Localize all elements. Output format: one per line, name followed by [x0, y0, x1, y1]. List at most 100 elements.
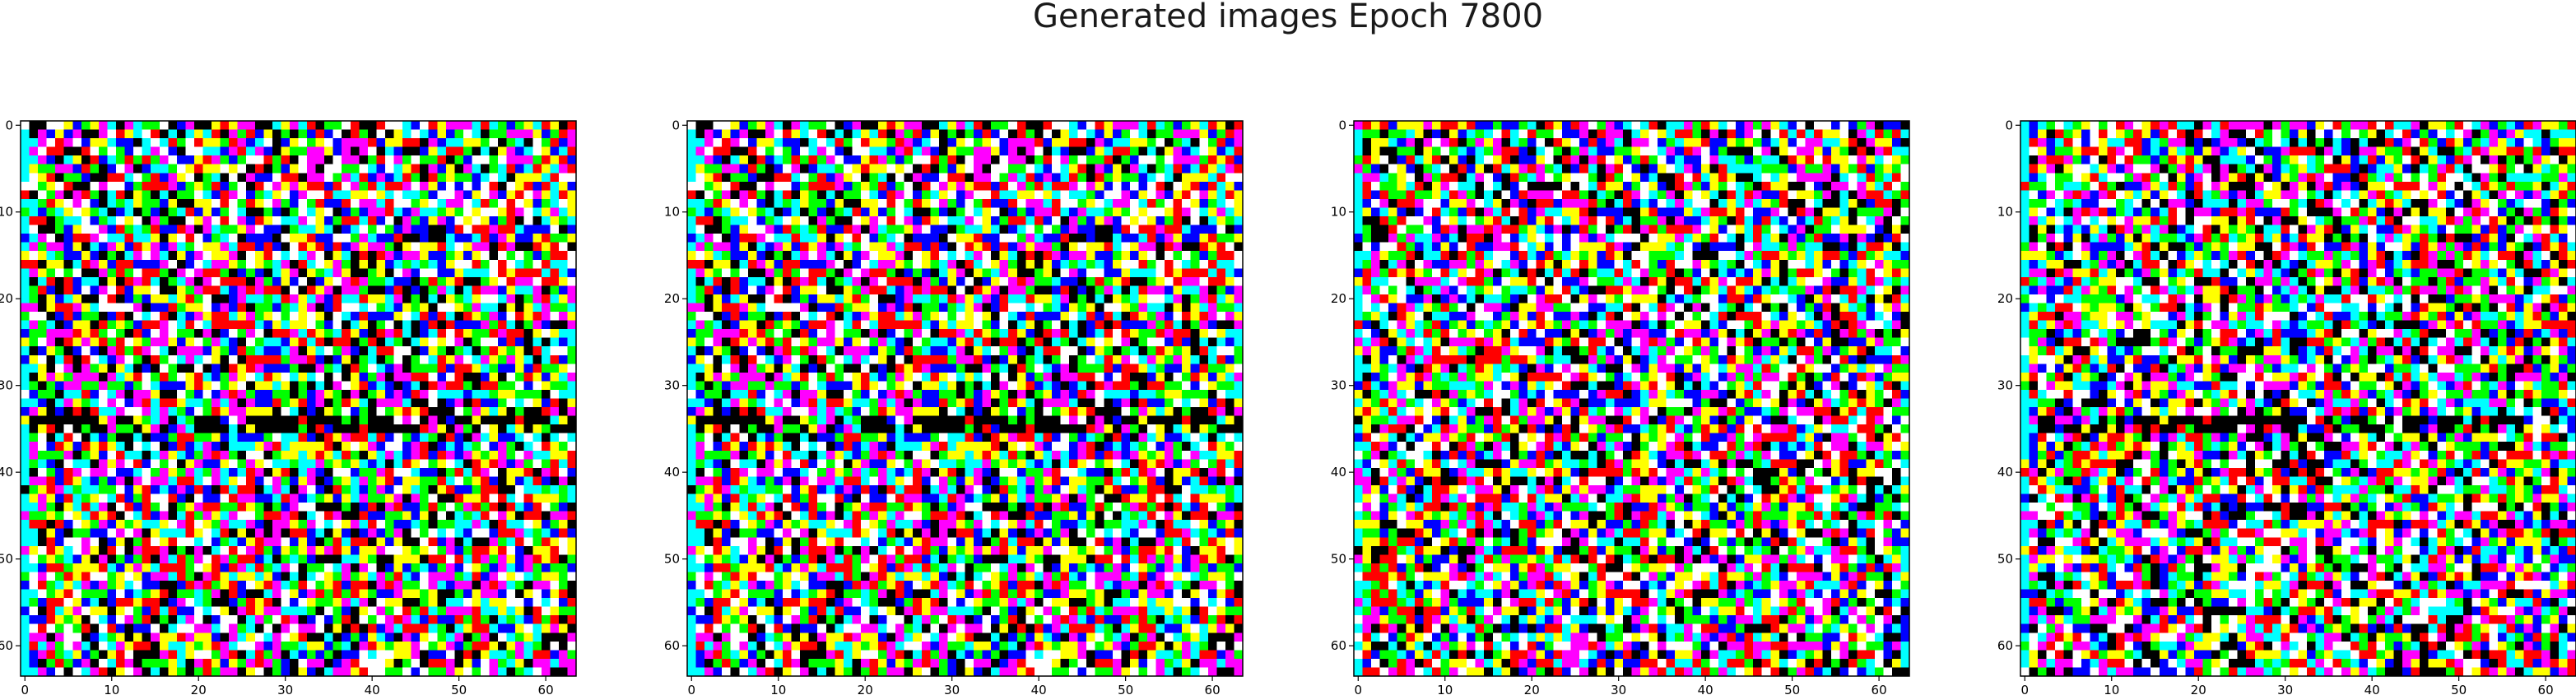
pixel-cell — [324, 580, 334, 591]
pixel-cell — [342, 121, 351, 131]
pixel-cell — [185, 398, 195, 408]
pixel-cell — [523, 580, 533, 591]
pixel-cell — [367, 667, 378, 677]
pixel-cell — [220, 251, 230, 261]
pixel-cell — [237, 129, 247, 139]
pixel-cell — [367, 337, 378, 347]
pixel-cell — [342, 329, 351, 339]
pixel-cell — [151, 268, 160, 278]
pixel-cell — [55, 424, 65, 434]
pixel-cell — [480, 484, 491, 495]
pixel-cell — [229, 198, 239, 209]
pixel-cell — [411, 121, 421, 131]
pixel-cell — [367, 606, 378, 616]
pixel-cell — [489, 372, 499, 382]
pixel-cell — [428, 407, 438, 417]
pixel-cell — [1060, 138, 1070, 148]
pixel-cell — [315, 563, 325, 573]
pixel-cell — [523, 198, 533, 209]
pixel-cell — [72, 138, 82, 148]
pixel-cell — [229, 442, 239, 452]
pixel-cell — [142, 320, 151, 330]
pixel-cell — [193, 632, 204, 642]
pixel-cell — [193, 346, 204, 356]
pixel-cell — [1225, 155, 1235, 165]
pixel-cell — [185, 354, 195, 364]
pixel-cell — [463, 312, 473, 322]
pixel-cell — [411, 528, 421, 538]
pixel-cell — [124, 129, 134, 139]
pixel-cell — [489, 121, 499, 131]
pixel-cell — [342, 484, 351, 495]
pixel-cell — [974, 129, 983, 139]
pixel-cell — [532, 572, 542, 581]
pixel-cell — [298, 329, 308, 339]
pixel-cell — [324, 606, 334, 616]
pixel-cell — [523, 520, 533, 530]
pixel-cell — [852, 121, 862, 131]
pixel-cell — [298, 537, 308, 547]
pixel-cell — [1104, 121, 1114, 131]
pixel-cell — [695, 225, 705, 234]
pixel-cell — [220, 554, 230, 564]
pixel-cell — [90, 294, 100, 304]
pixel-cell — [367, 615, 378, 625]
pixel-cell — [532, 337, 542, 347]
pixel-cell — [185, 589, 195, 599]
pixel-cell — [212, 528, 221, 538]
pixel-cell — [289, 493, 300, 503]
pixel-cell — [289, 259, 300, 269]
pixel-cell — [116, 623, 126, 633]
pixel-cell — [376, 459, 386, 469]
pixel-cell — [523, 207, 533, 217]
pixel-cell — [63, 372, 73, 382]
pixel-cell — [315, 164, 325, 174]
pixel-cell — [168, 320, 178, 330]
pixel-cell — [878, 198, 888, 209]
pixel-cell — [567, 632, 577, 642]
pixel-cell — [90, 190, 100, 200]
pixel-cell — [289, 207, 300, 217]
pixel-cell — [342, 198, 351, 209]
pixel-cell — [1234, 190, 1244, 200]
pixel-cell — [159, 415, 169, 425]
pixel-cell — [324, 589, 334, 599]
pixel-cell — [315, 155, 325, 165]
pixel-cell — [72, 650, 82, 660]
pixel-cell — [454, 632, 464, 642]
pixel-cell — [342, 415, 351, 425]
pixel-cell — [281, 572, 291, 581]
pixel-cell — [472, 545, 481, 555]
pixel-cell — [193, 216, 204, 226]
pixel-cell — [298, 424, 308, 434]
pixel-cell — [359, 138, 369, 148]
pixel-cell — [506, 285, 516, 295]
pixel-cell — [489, 511, 499, 521]
pixel-cell — [81, 528, 91, 538]
pixel-cell — [1095, 121, 1104, 131]
pixel-cell — [38, 181, 48, 191]
pixel-cell — [515, 181, 525, 191]
pixel-cell — [420, 312, 430, 322]
pixel-cell — [1225, 207, 1235, 217]
pixel-cell — [151, 346, 160, 356]
pixel-cell — [176, 407, 186, 417]
pixel-cell — [307, 589, 317, 599]
pixel-cell — [739, 190, 749, 200]
pixel-cell — [1051, 155, 1062, 165]
pixel-cell — [402, 545, 412, 555]
pixel-cell — [991, 138, 1001, 148]
pixel-cell — [1146, 129, 1157, 139]
pixel-cell — [498, 285, 508, 295]
pixel-cell — [107, 198, 117, 209]
pixel-cell — [1155, 190, 1165, 200]
pixel-cell — [445, 658, 455, 669]
pixel-cell — [342, 216, 351, 226]
pixel-cell — [29, 121, 39, 131]
pixel-cell — [359, 528, 369, 538]
pixel-cell — [956, 129, 966, 139]
pixel-cell — [298, 493, 308, 503]
pixel-cell — [212, 615, 221, 625]
pixel-cell — [38, 242, 48, 252]
pixel-cell — [107, 372, 117, 382]
